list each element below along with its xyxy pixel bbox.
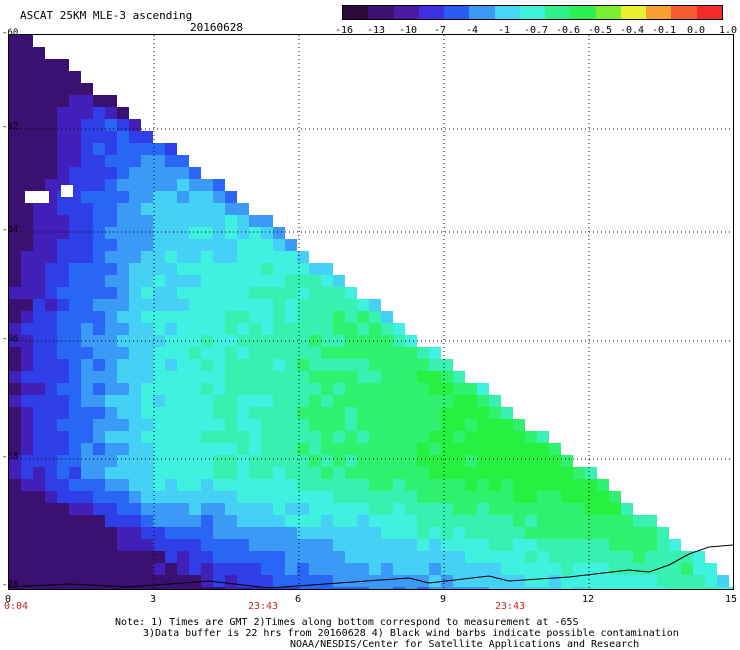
- map-plot: [8, 34, 734, 590]
- lon-label: 0: [4, 594, 12, 605]
- colorbar-label: -7: [433, 25, 447, 36]
- lat-label: -68: [2, 452, 19, 462]
- colorbar-swatch: [368, 6, 394, 19]
- lon-label: 9: [439, 594, 447, 605]
- colorbar-swatch: [696, 6, 722, 19]
- colorbar-swatch: [494, 6, 520, 19]
- colorbar-swatch: [570, 6, 596, 19]
- colorbar-swatch: [519, 6, 546, 19]
- lat-label: -70: [2, 580, 19, 590]
- lat-label: -64: [2, 225, 19, 235]
- lon-label: 15: [724, 594, 738, 605]
- colorbar-swatch: [595, 6, 621, 19]
- mle-map: [9, 35, 733, 589]
- swath-cells: [9, 35, 733, 589]
- colorbar-swatch: [671, 6, 697, 19]
- colorbar-label: 0.0: [686, 25, 706, 36]
- time-label: 0:04: [3, 601, 29, 612]
- colorbar-swatch: [620, 6, 647, 19]
- lat-label: -62: [2, 122, 19, 132]
- colorbar-label: -16: [334, 25, 354, 36]
- colorbar-swatch: [469, 6, 495, 19]
- time-label: 23:43: [494, 601, 526, 612]
- graticule: [9, 35, 733, 589]
- lon-label: 3: [149, 594, 157, 605]
- colorbar-labels: -16 -13 -10 -7 -4 -1 -0.7 -0.6 -0.5 -0.4 -0.1 0.0 1.…: [330, 25, 737, 39]
- lon-label: 6: [294, 594, 302, 605]
- colorbar-swatch: [393, 6, 419, 19]
- time-label: 23:43: [247, 601, 279, 612]
- colorbar-swatch: [545, 6, 571, 19]
- colorbar-label: -13: [366, 25, 386, 36]
- colorbar-label: -10: [398, 25, 418, 36]
- product-title: ASCAT 25KM MLE-3 ascending: [20, 9, 193, 22]
- colorbar-label: -0.6: [555, 25, 581, 36]
- note-line: NOAA/NESDIS/Center for Satellite Applica…: [290, 639, 640, 650]
- colorbar-label: -0.7: [523, 25, 549, 36]
- coastline: [9, 544, 733, 589]
- colorbar-label: -4: [465, 25, 479, 36]
- lat-label: -66: [2, 334, 19, 344]
- colorbar-label: -0.1: [651, 25, 677, 36]
- lon-label: 12: [581, 594, 595, 605]
- colorbar-swatch: [444, 6, 470, 19]
- colorbar-swatch: [343, 6, 369, 19]
- colorbar: [342, 5, 723, 20]
- colorbar-label: -1: [497, 25, 511, 36]
- colorbar-swatch: [418, 6, 445, 19]
- note-line: Note: 1) Times are GMT 2)Times along bot…: [115, 617, 579, 628]
- colorbar-swatch: [646, 6, 672, 19]
- colorbar-label: 1.0: [718, 25, 738, 36]
- colorbar-label: -0.5: [587, 25, 613, 36]
- colorbar-label: -0.4: [619, 25, 645, 36]
- lat-label: -60: [2, 28, 19, 38]
- product-date: 20160628: [190, 21, 243, 34]
- note-line: 3)Data buffer is 22 hrs from 20160628 4)…: [143, 628, 679, 639]
